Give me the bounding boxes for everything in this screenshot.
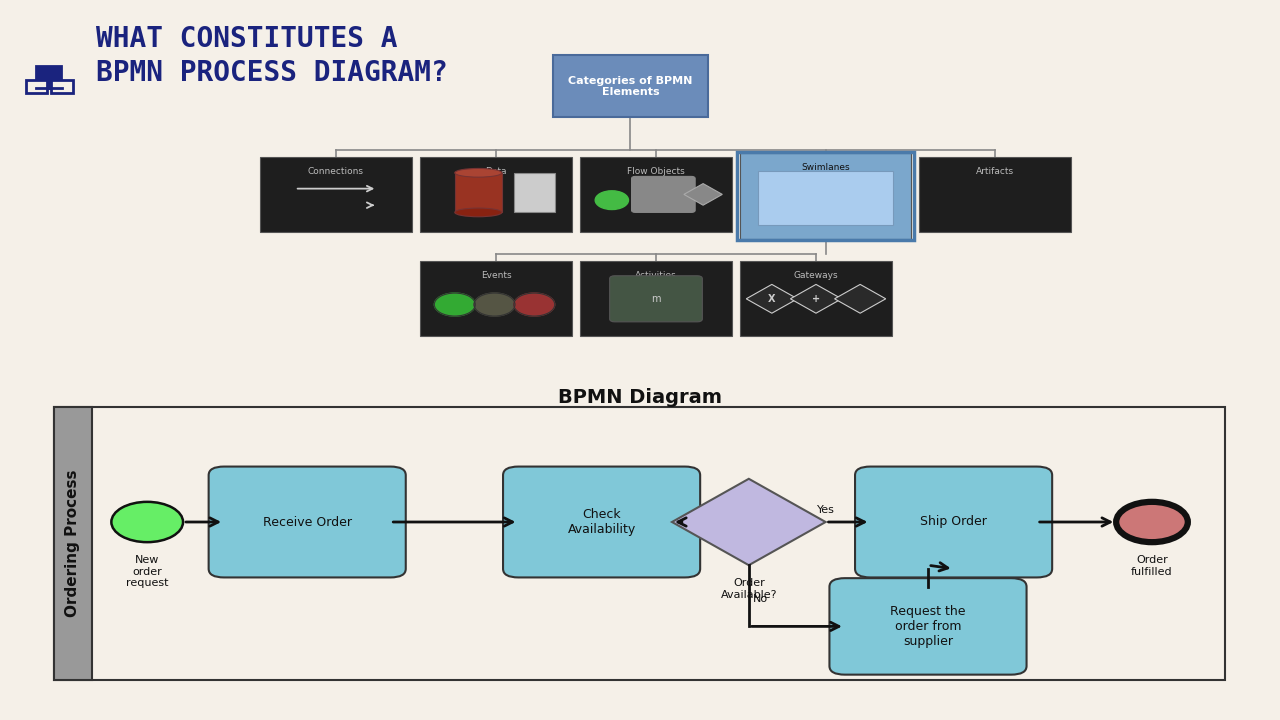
FancyBboxPatch shape [209,467,406,577]
FancyBboxPatch shape [631,176,695,212]
FancyBboxPatch shape [919,157,1071,232]
FancyBboxPatch shape [553,55,708,117]
Text: Swimlanes: Swimlanes [801,163,850,172]
FancyBboxPatch shape [420,261,572,336]
FancyBboxPatch shape [758,171,893,225]
Circle shape [434,293,475,316]
FancyBboxPatch shape [420,157,572,232]
FancyBboxPatch shape [54,407,92,680]
Text: No: No [753,594,768,604]
Text: Gateways: Gateways [794,271,838,280]
Circle shape [513,293,554,316]
Polygon shape [746,284,797,313]
FancyBboxPatch shape [51,80,73,93]
FancyBboxPatch shape [454,173,502,212]
Circle shape [474,293,515,316]
Text: Artifacts: Artifacts [977,167,1014,176]
Text: BPMN Diagram: BPMN Diagram [558,388,722,407]
FancyBboxPatch shape [54,407,1225,680]
Text: m: m [652,294,660,304]
Polygon shape [790,284,842,313]
Text: Order
Available?: Order Available? [721,578,777,600]
Text: New
order
request: New order request [125,555,169,588]
Text: Ordering Process: Ordering Process [65,470,81,617]
FancyBboxPatch shape [513,173,556,212]
Text: Data: Data [485,167,507,176]
Polygon shape [835,284,886,313]
Ellipse shape [454,208,502,217]
Text: X: X [768,294,776,304]
Text: Connections: Connections [308,167,364,176]
Polygon shape [672,479,826,565]
Polygon shape [684,184,722,205]
Text: +: + [812,294,820,304]
FancyBboxPatch shape [829,578,1027,675]
Circle shape [1116,502,1188,542]
FancyBboxPatch shape [855,467,1052,577]
Text: Activities: Activities [635,271,677,280]
Text: Flow Objects: Flow Objects [627,167,685,176]
Text: Order
fulfilled: Order fulfilled [1132,555,1172,577]
FancyBboxPatch shape [260,157,412,232]
Circle shape [595,191,628,210]
Text: Yes: Yes [817,505,835,515]
Text: Events: Events [481,271,511,280]
Text: Check
Availability: Check Availability [567,508,636,536]
FancyBboxPatch shape [503,467,700,577]
FancyBboxPatch shape [740,153,911,239]
FancyBboxPatch shape [580,261,732,336]
Text: Request the
order from
supplier: Request the order from supplier [891,605,965,648]
Text: WHAT CONSTITUTES A
BPMN PROCESS DIAGRAM?: WHAT CONSTITUTES A BPMN PROCESS DIAGRAM? [96,25,448,86]
FancyBboxPatch shape [740,261,892,336]
Circle shape [111,502,183,542]
FancyBboxPatch shape [609,276,703,322]
Text: Ship Order: Ship Order [920,516,987,528]
Text: Receive Order: Receive Order [262,516,352,528]
Ellipse shape [454,168,502,177]
Text: Categories of BPMN
Elements: Categories of BPMN Elements [568,76,692,97]
FancyBboxPatch shape [36,66,61,82]
FancyBboxPatch shape [26,80,47,93]
FancyBboxPatch shape [580,157,732,232]
